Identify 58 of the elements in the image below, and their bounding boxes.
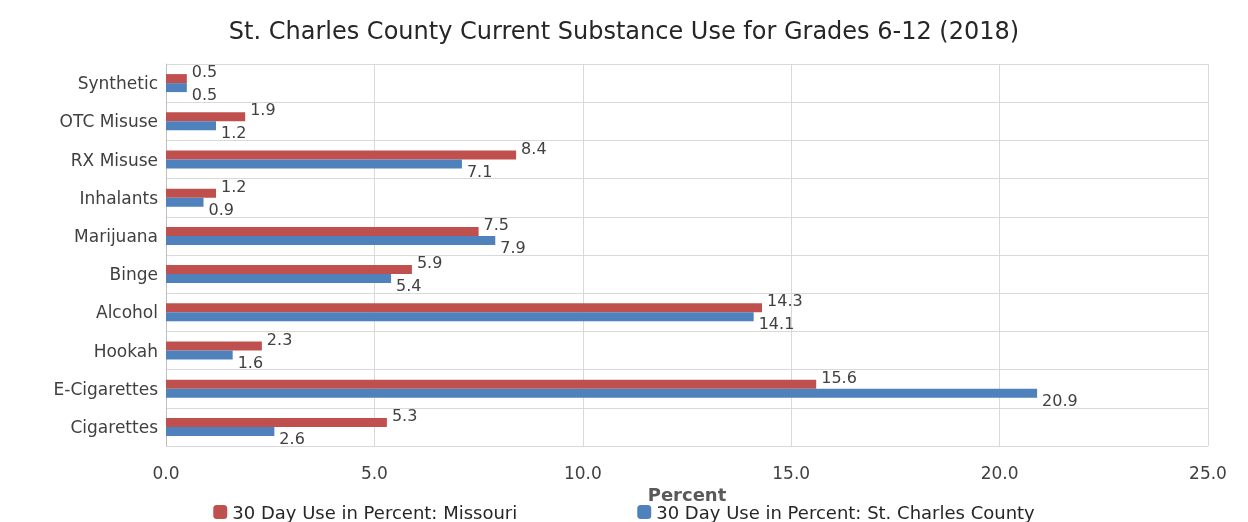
legend-label: 30 Day Use in Percent: Missouri xyxy=(232,501,518,522)
y-tick-label: RX Misuse xyxy=(70,149,158,170)
bar xyxy=(166,426,275,436)
bar xyxy=(166,303,763,313)
data-label: 0.5 xyxy=(191,85,218,105)
x-tick-label: 5.0 xyxy=(360,462,388,483)
y-tick-label: Synthetic xyxy=(77,73,158,94)
data-label: 20.9 xyxy=(1042,390,1078,410)
y-tick-label: Inhalants xyxy=(79,187,159,208)
data-label: 7.9 xyxy=(500,237,526,257)
bar xyxy=(166,112,246,122)
data-label: 14.3 xyxy=(767,291,803,311)
x-tick-label: 10.0 xyxy=(563,462,602,483)
bar xyxy=(166,197,204,207)
bar xyxy=(166,274,392,284)
x-tick-label: 0.0 xyxy=(152,462,180,483)
y-tick-label: Binge xyxy=(109,264,158,285)
data-label: 14.1 xyxy=(758,314,795,334)
y-tick-label: Hookah xyxy=(93,340,158,361)
data-label: 7.1 xyxy=(466,161,493,181)
data-label: 0.9 xyxy=(208,199,234,219)
y-tick-label: E-Cigarettes xyxy=(53,378,159,399)
bar xyxy=(166,379,817,389)
bar xyxy=(166,74,187,84)
data-label: 1.2 xyxy=(221,176,247,196)
data-label: 1.9 xyxy=(250,100,276,120)
x-tick-label: 25.0 xyxy=(1189,462,1227,483)
x-tick-label: 15.0 xyxy=(772,462,811,483)
data-label: 5.3 xyxy=(391,405,418,425)
x-tick-label: 20.0 xyxy=(980,462,1019,483)
bar xyxy=(166,159,462,169)
bar xyxy=(166,150,517,160)
data-label: 7.5 xyxy=(483,214,510,234)
data-label: 2.3 xyxy=(266,329,293,349)
bar xyxy=(166,312,754,322)
data-label: 1.6 xyxy=(237,352,264,372)
data-label: 8.4 xyxy=(521,138,547,158)
bar xyxy=(166,388,1038,398)
data-label: 15.6 xyxy=(821,367,857,387)
bar xyxy=(166,350,233,360)
data-label: 2.6 xyxy=(279,428,305,448)
data-label: 5.4 xyxy=(396,276,422,296)
bar xyxy=(166,226,479,236)
y-tick-label: Cigarettes xyxy=(70,416,159,437)
bar xyxy=(166,188,217,198)
bar xyxy=(166,265,412,275)
data-label: 1.2 xyxy=(221,123,247,143)
y-tick-label: OTC Misuse xyxy=(59,111,158,132)
data-label: 5.9 xyxy=(416,253,443,273)
bar xyxy=(166,83,187,93)
data-label: 0.5 xyxy=(191,62,218,82)
bar xyxy=(166,121,217,131)
bar xyxy=(166,235,496,245)
bar xyxy=(166,341,262,351)
y-tick-label: Alcohol xyxy=(96,302,158,323)
chart-title: St. Charles County Current Substance Use for Grades 6-12 (2018) xyxy=(228,17,1020,45)
bar xyxy=(166,417,387,427)
y-tick-label: Marijuana xyxy=(74,225,158,246)
